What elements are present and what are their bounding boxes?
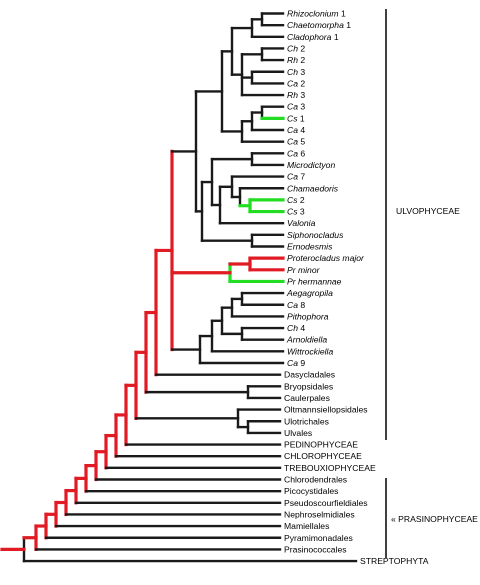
taxon-label: Chaetomorpha 1 [287, 20, 351, 30]
taxon-label: Mamiellales [284, 521, 329, 531]
taxon-label: Caulerpales [284, 393, 330, 403]
taxon-label: Ca 5 [287, 137, 305, 147]
taxon-label: Ca 9 [287, 358, 305, 368]
taxon-label: Bryopsidales [284, 381, 333, 391]
taxon-label: Ulvales [284, 428, 312, 438]
taxon-label: Rh 3 [287, 90, 305, 100]
taxon-label: TREBOUXIOPHYCEAE [284, 463, 376, 473]
taxon-label: CHLOROPHYCEAE [284, 451, 362, 461]
taxon-label: Microdictyon [287, 160, 335, 170]
taxon-label: Valonia [287, 218, 316, 228]
taxon-label: Ch 4 [287, 323, 305, 333]
taxon-label: Arnoldiella [286, 335, 327, 345]
group-brackets: ULVOPHYCEAE « PRASINOPHYCEAE » [385, 9, 480, 558]
ulvophyceae-label: ULVOPHYCEAE [396, 206, 460, 216]
taxon-label: Cs 1 [287, 113, 305, 123]
taxon-label: Cs 2 [287, 195, 305, 205]
taxon-label: Cladophora 1 [287, 32, 339, 42]
taxon-label: Wittrockiella [287, 346, 333, 356]
taxon-label: Oltmannsiellopsidales [284, 405, 368, 415]
taxon-label: Prasinococcales [284, 544, 347, 554]
taxon-label: Ca 6 [287, 148, 305, 158]
taxon-label: Cs 3 [287, 207, 305, 217]
taxon-label: Nephroselmidiales [284, 509, 355, 519]
taxon-label: Chamaedoris [287, 183, 339, 193]
taxon-label: Siphonocladus [287, 230, 344, 240]
taxon-label: Pr minor [287, 265, 321, 275]
taxon-label: Ca 8 [287, 300, 305, 310]
taxon-label: Ernodesmis [287, 242, 333, 252]
taxon-label: Picocystidales [284, 486, 338, 496]
taxon-label: Ca 3 [287, 102, 305, 112]
taxon-label: Ch 2 [287, 43, 305, 53]
taxon-label: Rhizoclonium 1 [287, 9, 346, 19]
taxon-label: Ca 4 [287, 125, 305, 135]
taxon-label: Ca 2 [287, 78, 305, 88]
taxon-label: Ulotrichales [284, 416, 329, 426]
taxon-label: Pyramimonadales [284, 533, 353, 543]
taxon-label: Ca 7 [287, 172, 305, 182]
taxon-label: Proterocladus major [287, 253, 365, 263]
taxon-label: Rh 2 [287, 55, 305, 65]
taxon-label: STREPTOPHYTA [360, 556, 429, 566]
taxon-label: Chlorodendrales [284, 475, 347, 485]
taxon-label: Pseudoscourfieldiales [284, 498, 368, 508]
tree-branches [0, 12, 358, 563]
prasinophyceae-label: « PRASINOPHYCEAE » [391, 514, 480, 524]
taxon-label: Pithophora [287, 311, 329, 321]
taxon-label: Pr hermannae [287, 276, 342, 286]
taxon-label: Dasycladales [284, 370, 335, 380]
taxon-label: Aegagropila [286, 288, 333, 298]
taxon-label: PEDINOPHYCEAE [284, 440, 358, 450]
taxon-label: Ch 3 [287, 67, 305, 77]
